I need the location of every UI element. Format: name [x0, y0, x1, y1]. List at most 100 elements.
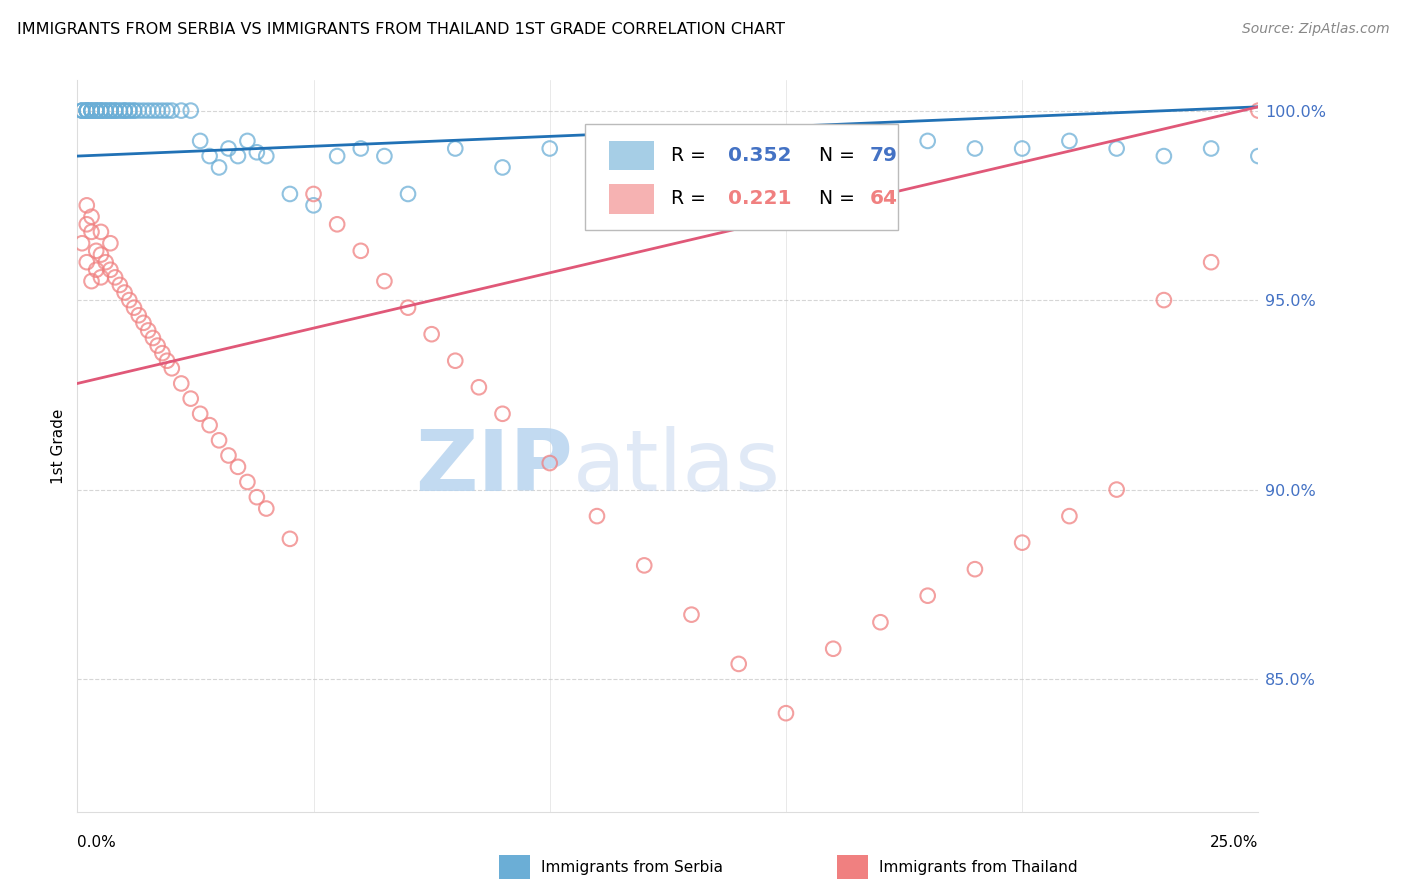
Point	[188, 134, 211, 148]
Point	[108, 277, 131, 292]
Point	[150, 103, 173, 118]
Point	[76, 255, 98, 269]
Point	[681, 141, 703, 155]
Point	[90, 225, 112, 239]
Point	[114, 103, 136, 118]
Point	[136, 323, 159, 337]
Point	[1153, 293, 1175, 307]
Point	[218, 449, 240, 463]
Point	[254, 149, 277, 163]
Point	[160, 103, 183, 118]
Point	[198, 149, 221, 163]
Point	[104, 270, 127, 285]
Point	[775, 706, 797, 721]
Point	[350, 244, 373, 258]
Point	[114, 285, 136, 300]
Point	[142, 331, 165, 345]
Point	[90, 270, 112, 285]
Point	[1105, 141, 1128, 155]
Text: atlas: atlas	[574, 426, 782, 509]
Point	[226, 459, 249, 474]
FancyBboxPatch shape	[585, 124, 898, 230]
Text: Immigrants from Thailand: Immigrants from Thailand	[879, 860, 1077, 874]
Point	[218, 141, 240, 155]
Point	[188, 407, 211, 421]
Point	[132, 316, 155, 330]
Point	[869, 615, 891, 630]
Point	[94, 103, 117, 118]
Point	[350, 141, 373, 155]
Point	[444, 141, 467, 155]
Point	[538, 456, 561, 470]
Point	[100, 262, 122, 277]
Point	[586, 141, 609, 155]
Text: 64: 64	[870, 189, 898, 209]
Point	[70, 103, 93, 118]
Point	[1105, 483, 1128, 497]
Bar	[609, 185, 654, 213]
Point	[246, 490, 269, 504]
Point	[727, 657, 749, 671]
Point	[170, 376, 193, 391]
Point	[76, 198, 98, 212]
Point	[94, 255, 117, 269]
Point	[302, 186, 325, 201]
Point	[108, 103, 131, 118]
Point	[326, 217, 349, 231]
Point	[122, 103, 145, 118]
Point	[963, 141, 986, 155]
Point	[538, 141, 561, 155]
Point	[76, 217, 98, 231]
Point	[84, 103, 107, 118]
Point	[180, 392, 202, 406]
Point	[84, 103, 107, 118]
Point	[128, 103, 150, 118]
Point	[917, 589, 939, 603]
Point	[76, 103, 98, 118]
Point	[823, 141, 845, 155]
Point	[76, 103, 98, 118]
Point	[1011, 141, 1033, 155]
Point	[80, 103, 103, 118]
Point	[246, 145, 269, 160]
Point	[70, 236, 93, 251]
Point	[90, 247, 112, 261]
Point	[80, 103, 103, 118]
Point	[396, 186, 419, 201]
Point	[1199, 141, 1222, 155]
Point	[146, 338, 169, 352]
Point	[84, 103, 107, 118]
Text: Source: ZipAtlas.com: Source: ZipAtlas.com	[1241, 22, 1389, 37]
Point	[122, 103, 145, 118]
Point	[823, 641, 845, 656]
Point	[142, 103, 165, 118]
Text: 0.221: 0.221	[728, 189, 792, 209]
Point	[1059, 134, 1081, 148]
Point	[104, 103, 127, 118]
Point	[90, 103, 112, 118]
Text: N =: N =	[807, 189, 860, 209]
Point	[84, 103, 107, 118]
Point	[236, 475, 259, 489]
Point	[156, 103, 179, 118]
Point	[180, 103, 202, 118]
Point	[302, 198, 325, 212]
Point	[114, 103, 136, 118]
Point	[1011, 535, 1033, 549]
Point	[156, 353, 179, 368]
Y-axis label: 1st Grade: 1st Grade	[51, 409, 66, 483]
Point	[373, 274, 395, 288]
Point	[100, 103, 122, 118]
Point	[869, 161, 891, 175]
Point	[254, 501, 277, 516]
Point	[122, 301, 145, 315]
Point	[1247, 103, 1270, 118]
Point	[208, 434, 231, 448]
Text: 79: 79	[870, 146, 897, 165]
Point	[236, 134, 259, 148]
Point	[373, 149, 395, 163]
Point	[100, 103, 122, 118]
Point	[170, 103, 193, 118]
Point	[681, 607, 703, 622]
Point	[76, 103, 98, 118]
